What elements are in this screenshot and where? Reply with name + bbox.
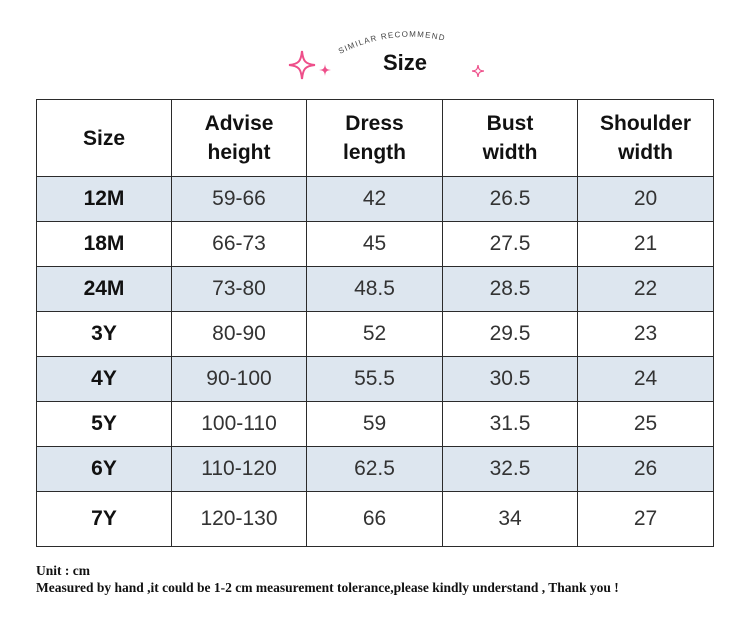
table-row: 24M 73-80 48.5 28.5 22: [36, 266, 714, 312]
size-label-cell: 4Y: [36, 356, 172, 402]
dress-length-cell: 48.5: [306, 266, 443, 312]
dress-length-cell: 52: [306, 311, 443, 357]
advise-height-cell: 80-90: [171, 311, 307, 357]
bust-width-cell: 28.5: [442, 266, 578, 312]
tolerance-note: Measured by hand ,it could be 1-2 cm mea…: [36, 580, 619, 595]
table-row: 4Y 90-100 55.5 30.5 24: [36, 356, 714, 402]
table-row: 3Y 80-90 52 29.5 23: [36, 311, 714, 357]
header-shoulder-width: Shoulder width: [577, 99, 714, 177]
shoulder-width-cell: 26: [577, 446, 714, 492]
header-bust-width: Bust width: [442, 99, 578, 177]
advise-height-cell: 110-120: [171, 446, 307, 492]
table-header-row: Size Advise height Dress length Bust width …: [36, 99, 714, 177]
bust-width-cell: 31.5: [442, 401, 578, 447]
arc-caption: SIMILAR RECOMMEND: [337, 30, 445, 56]
header-size: Size: [36, 99, 172, 177]
large-sparkle-icon: [288, 50, 316, 80]
page-title: Size: [383, 50, 428, 75]
table-row: 12M 59-66 42 26.5 20: [36, 176, 714, 222]
header-advise-height: Advise height: [171, 99, 307, 177]
size-label-cell: 5Y: [36, 401, 172, 447]
shoulder-width-cell: 23: [577, 311, 714, 357]
shoulder-width-cell: 22: [577, 266, 714, 312]
size-label-cell: 24M: [36, 266, 172, 312]
advise-height-cell: 100-110: [171, 401, 307, 447]
bust-width-cell: 27.5: [442, 221, 578, 267]
size-label-cell: 12M: [36, 176, 172, 222]
table-row: 6Y 110-120 62.5 32.5 26: [36, 446, 714, 492]
size-label-cell: 7Y: [36, 491, 172, 547]
advise-height-cell: 66-73: [171, 221, 307, 267]
advise-height-cell: 59-66: [171, 176, 307, 222]
shoulder-width-cell: 24: [577, 356, 714, 402]
table-row: 5Y 100-110 59 31.5 25: [36, 401, 714, 447]
shoulder-width-cell: 27: [577, 491, 714, 547]
dress-length-cell: 62.5: [306, 446, 443, 492]
measurement-notes: Unit : cm Measured by hand ,it could be …: [36, 562, 619, 596]
size-chart-table: Size Advise height Dress length Bust width …: [36, 99, 714, 547]
shoulder-width-cell: 20: [577, 176, 714, 222]
dress-length-cell: 45: [306, 221, 443, 267]
bust-width-cell: 32.5: [442, 446, 578, 492]
size-label-cell: 18M: [36, 221, 172, 267]
size-label-cell: 6Y: [36, 446, 172, 492]
bust-width-cell: 26.5: [442, 176, 578, 222]
unit-note: Unit : cm: [36, 563, 90, 578]
table-row: 18M 66-73 45 27.5 21: [36, 221, 714, 267]
right-sparkle-icon: [472, 65, 484, 77]
table-row: 7Y 120-130 66 34 27: [36, 491, 714, 547]
advise-height-cell: 120-130: [171, 491, 307, 547]
small-sparkle-icon: [319, 64, 331, 76]
header-dress-length: Dress length: [306, 99, 443, 177]
size-label-cell: 3Y: [36, 311, 172, 357]
size-header: SIMILAR RECOMMEND Size: [0, 0, 750, 95]
dress-length-cell: 66: [306, 491, 443, 547]
advise-height-cell: 73-80: [171, 266, 307, 312]
bust-width-cell: 34: [442, 491, 578, 547]
advise-height-cell: 90-100: [171, 356, 307, 402]
dress-length-cell: 59: [306, 401, 443, 447]
bust-width-cell: 30.5: [442, 356, 578, 402]
dress-length-cell: 42: [306, 176, 443, 222]
bust-width-cell: 29.5: [442, 311, 578, 357]
dress-length-cell: 55.5: [306, 356, 443, 402]
shoulder-width-cell: 25: [577, 401, 714, 447]
shoulder-width-cell: 21: [577, 221, 714, 267]
